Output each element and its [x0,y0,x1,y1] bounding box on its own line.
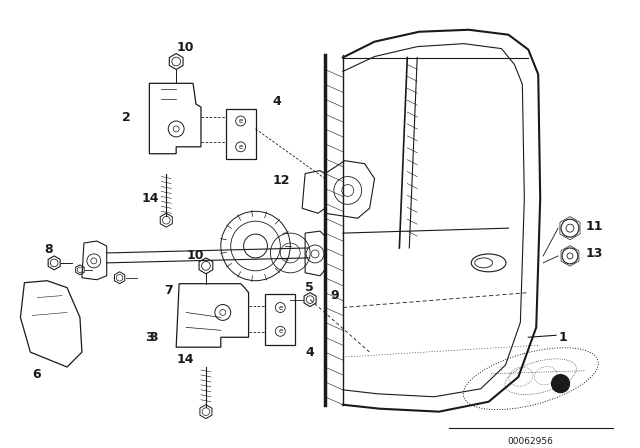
Text: 12: 12 [273,174,290,187]
Text: 3: 3 [145,331,154,344]
Text: e: e [239,118,243,124]
Text: 3: 3 [149,331,158,344]
Text: 8: 8 [44,243,53,256]
Text: 00062956: 00062956 [508,437,554,447]
Text: 4: 4 [305,346,314,359]
Text: 14: 14 [141,192,159,205]
Text: 5: 5 [305,281,314,294]
Text: 6: 6 [33,368,41,381]
Text: 13: 13 [586,247,604,260]
Text: 1: 1 [558,331,567,344]
Text: 10: 10 [176,41,194,54]
Text: e: e [278,305,282,310]
Text: 11: 11 [586,220,604,233]
Text: 7: 7 [164,284,173,297]
Text: 10: 10 [186,250,204,263]
Text: e: e [278,328,282,334]
Text: 2: 2 [122,111,131,124]
Text: 9: 9 [330,289,339,302]
Text: 4: 4 [273,95,281,108]
Text: 14: 14 [176,353,194,366]
Text: e: e [239,144,243,150]
Circle shape [552,375,570,392]
